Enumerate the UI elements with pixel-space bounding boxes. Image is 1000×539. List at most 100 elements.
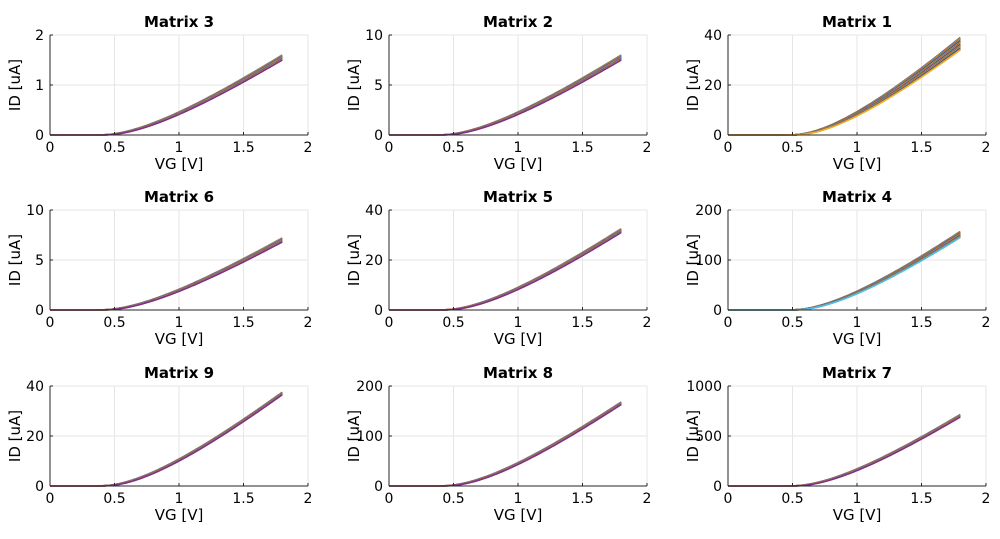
x-tick-label: 1 — [175, 140, 184, 156]
y-tick-label: 10 — [26, 203, 44, 219]
y-axis-label: ID [uA] — [345, 59, 363, 111]
x-axis-label: VG [V] — [833, 506, 882, 524]
subplot-title: Matrix 1 — [822, 13, 892, 31]
y-tick-label: 1000 — [686, 379, 722, 395]
x-tick-label: 1 — [175, 315, 184, 331]
x-tick-label: 0 — [724, 140, 733, 156]
subplot-matrix-3: 0 0.5 1 1.5 2 0 1 2 Matrix 3 VG [V] ID [uA] — [6, 13, 312, 173]
x-axis-label: VG [V] — [494, 155, 543, 173]
subplot-title: Matrix 6 — [144, 188, 214, 206]
subplot-title: Matrix 8 — [483, 364, 553, 382]
x-axis-label: VG [V] — [155, 155, 204, 173]
x-tick-label: 0 — [46, 140, 55, 156]
y-tick-label: 5 — [35, 253, 44, 269]
x-tick-label: 2 — [304, 140, 313, 156]
y-axis-label: ID [uA] — [6, 234, 24, 286]
x-axis-label: VG [V] — [833, 155, 882, 173]
x-tick-label: 0 — [385, 315, 394, 331]
x-tick-label: 1 — [514, 315, 523, 331]
y-axis-label: ID [uA] — [684, 234, 702, 286]
y-axis-label: ID [uA] — [684, 59, 702, 111]
x-tick-label: 0.5 — [103, 140, 125, 156]
y-tick-label: 100 — [356, 429, 383, 445]
y-tick-label: 200 — [356, 379, 383, 395]
y-axis-label: ID [uA] — [684, 410, 702, 462]
x-tick-label: 2 — [982, 315, 991, 331]
x-tick-label: 2 — [643, 491, 652, 507]
y-tick-label: 40 — [704, 28, 722, 44]
x-tick-label: 0 — [46, 491, 55, 507]
x-axis-label: VG [V] — [155, 330, 204, 348]
x-axis-label: VG [V] — [494, 330, 543, 348]
subplot-title: Matrix 3 — [144, 13, 214, 31]
y-tick-label: 0 — [35, 479, 44, 495]
y-tick-label: 20 — [365, 253, 383, 269]
y-tick-label: 500 — [695, 429, 722, 445]
y-axis-label: ID [uA] — [345, 234, 363, 286]
x-tick-label: 1.5 — [571, 315, 593, 331]
y-tick-label: 0 — [35, 128, 44, 144]
x-tick-label: 1.5 — [910, 315, 932, 331]
y-axis-label: ID [uA] — [6, 410, 24, 462]
x-tick-label: 0.5 — [781, 315, 803, 331]
x-tick-label: 1 — [853, 491, 862, 507]
x-tick-label: 1.5 — [232, 140, 254, 156]
x-axis-label: VG [V] — [494, 506, 543, 524]
y-tick-label: 1 — [35, 78, 44, 94]
y-tick-label: 20 — [26, 429, 44, 445]
subplot-matrix-2: 0 0.5 1 1.5 2 0 5 10 Matrix 2 VG [V] ID [uA] — [345, 13, 651, 173]
subplot-title: Matrix 2 — [483, 13, 553, 31]
y-tick-label: 2 — [35, 28, 44, 44]
y-axis-label: ID [uA] — [6, 59, 24, 111]
x-tick-label: 1 — [175, 491, 184, 507]
x-tick-label: 0 — [46, 315, 55, 331]
x-tick-label: 2 — [304, 491, 313, 507]
x-tick-label: 0.5 — [442, 315, 464, 331]
y-axis-label: ID [uA] — [345, 410, 363, 462]
y-tick-label: 5 — [374, 78, 383, 94]
y-tick-label: 0 — [713, 479, 722, 495]
x-tick-label: 0 — [385, 140, 394, 156]
x-tick-label: 0 — [385, 491, 394, 507]
x-tick-label: 2 — [643, 140, 652, 156]
y-tick-label: 200 — [695, 203, 722, 219]
subplot-matrix-7: 0 0.5 1 1.5 2 0 500 1000 Matrix 7 VG [V] ID [uA] — [684, 364, 990, 524]
x-tick-label: 1 — [853, 315, 862, 331]
x-tick-label: 1.5 — [910, 491, 932, 507]
y-tick-label: 40 — [365, 203, 383, 219]
subplot-matrix-6: 0 0.5 1 1.5 2 0 5 10 Matrix 6 VG [V] ID [uA] — [6, 188, 312, 348]
x-tick-label: 1.5 — [910, 140, 932, 156]
subplot-matrix-4: 0 0.5 1 1.5 2 0 100 200 Matrix 4 VG [V] ID [uA] — [684, 188, 990, 348]
y-tick-label: 0 — [374, 303, 383, 319]
y-tick-label: 0 — [713, 303, 722, 319]
x-tick-label: 0.5 — [103, 315, 125, 331]
subplot-title: Matrix 4 — [822, 188, 892, 206]
x-axis-label: VG [V] — [833, 330, 882, 348]
x-tick-label: 1.5 — [232, 315, 254, 331]
x-tick-label: 1 — [514, 491, 523, 507]
subplot-title: Matrix 7 — [822, 364, 892, 382]
x-tick-label: 0.5 — [442, 491, 464, 507]
subplot-title: Matrix 9 — [144, 364, 214, 382]
y-tick-label: 0 — [374, 128, 383, 144]
y-tick-label: 0 — [713, 128, 722, 144]
y-tick-label: 100 — [695, 253, 722, 269]
subplot-title: Matrix 5 — [483, 188, 553, 206]
subplot-matrix-8: 0 0.5 1 1.5 2 0 100 200 Matrix 8 VG [V] ID [uA] — [345, 364, 651, 524]
x-tick-label: 0.5 — [442, 140, 464, 156]
x-tick-label: 2 — [304, 315, 313, 331]
x-tick-label: 2 — [643, 315, 652, 331]
x-tick-label: 1.5 — [571, 140, 593, 156]
y-tick-label: 0 — [374, 479, 383, 495]
x-tick-label: 0 — [724, 315, 733, 331]
x-tick-label: 1.5 — [571, 491, 593, 507]
x-tick-label: 1 — [853, 140, 862, 156]
y-tick-label: 40 — [26, 379, 44, 395]
x-tick-label: 2 — [982, 491, 991, 507]
x-tick-label: 0 — [724, 491, 733, 507]
x-tick-label: 1.5 — [232, 491, 254, 507]
